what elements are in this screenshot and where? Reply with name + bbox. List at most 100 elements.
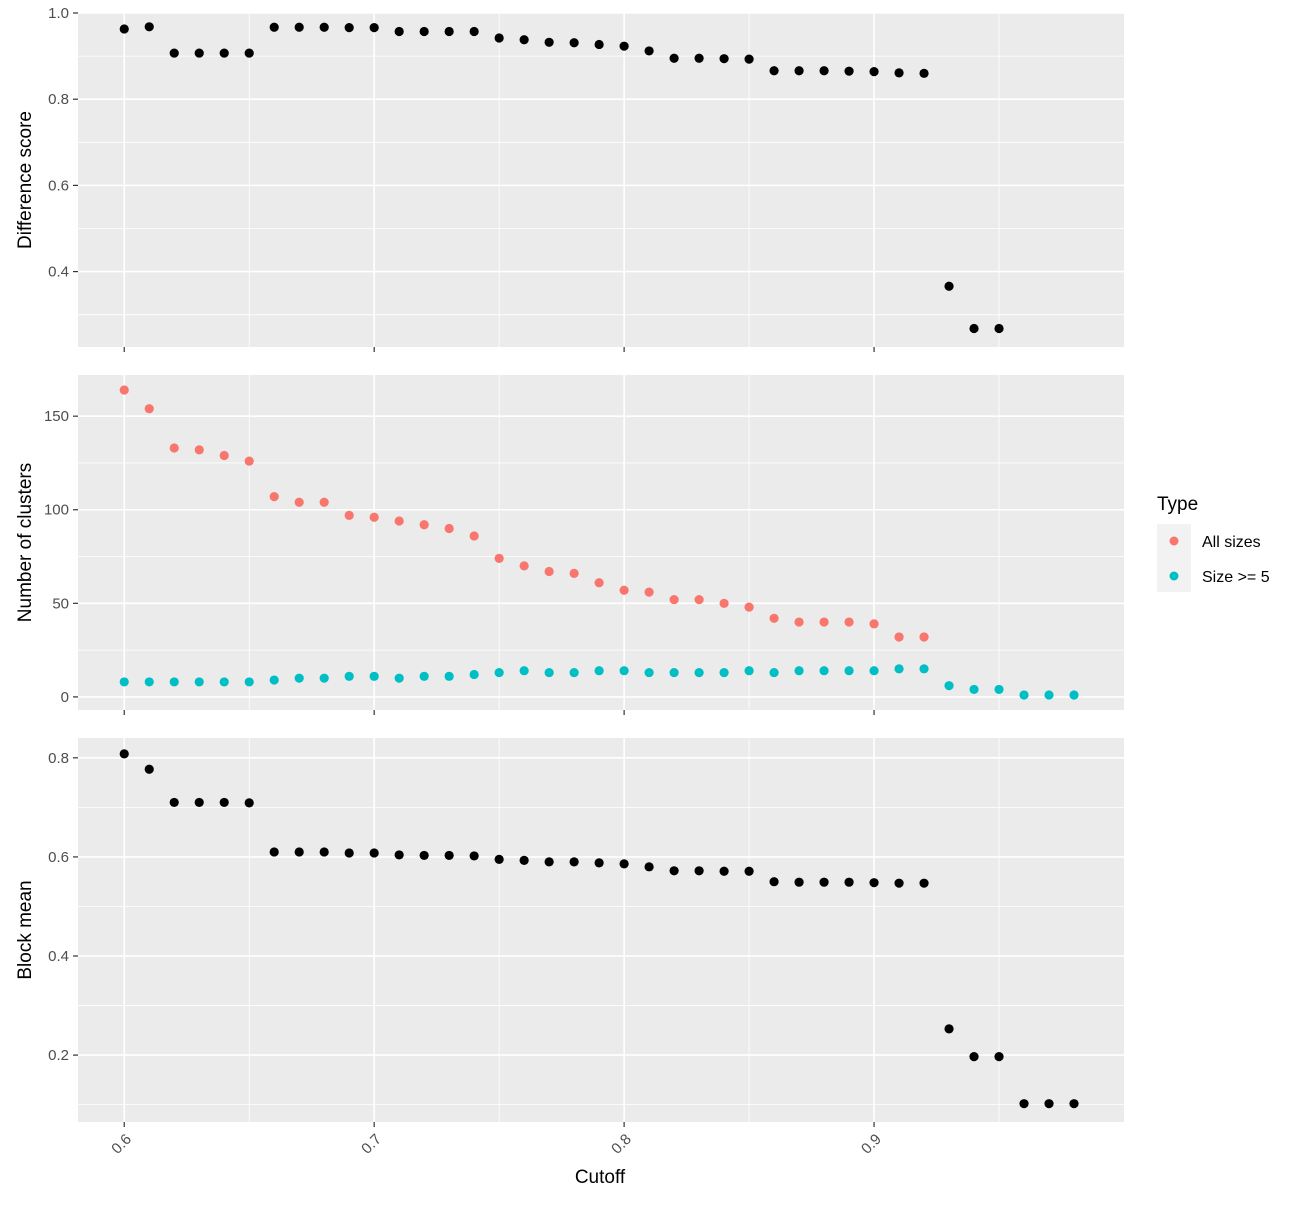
data-point xyxy=(244,798,254,808)
data-point xyxy=(894,878,904,888)
data-point xyxy=(819,66,829,76)
data-point xyxy=(744,54,754,64)
data-point xyxy=(594,578,604,588)
data-point xyxy=(569,38,579,48)
y-tick-label: 0.4 xyxy=(48,264,69,281)
data-point xyxy=(444,671,454,681)
data-point xyxy=(219,677,229,687)
data-point xyxy=(194,48,204,58)
data-point xyxy=(394,516,404,526)
data-point xyxy=(344,23,354,33)
data-point xyxy=(319,22,329,32)
data-point xyxy=(994,684,1004,695)
data-point xyxy=(619,859,629,869)
data-point xyxy=(269,675,279,685)
data-point xyxy=(1069,1099,1079,1109)
data-point xyxy=(169,443,179,453)
data-point xyxy=(244,677,254,687)
data-point xyxy=(244,48,254,58)
data-point xyxy=(969,323,979,334)
data-point xyxy=(219,797,229,808)
data-point xyxy=(769,66,779,76)
x-tick-label: 0.8 xyxy=(608,1131,635,1158)
data-point xyxy=(844,617,854,627)
data-point xyxy=(719,54,729,64)
data-point xyxy=(494,553,504,564)
data-point xyxy=(869,67,879,77)
data-point xyxy=(369,848,379,858)
y-tick-label: 1.0 xyxy=(48,5,69,22)
legend: Type All sizes Size >= 5 xyxy=(1157,494,1270,592)
data-point xyxy=(994,1051,1004,1062)
data-point xyxy=(294,22,304,32)
data-point xyxy=(144,22,154,32)
data-point xyxy=(894,632,904,642)
data-point xyxy=(1019,1099,1029,1109)
data-point xyxy=(544,857,554,867)
y-tick-label: 0.2 xyxy=(48,1047,69,1064)
x-tick-label: 0.7 xyxy=(358,1131,385,1158)
data-point xyxy=(169,677,179,687)
data-point xyxy=(644,862,654,872)
data-point xyxy=(519,666,529,676)
data-point xyxy=(669,594,679,605)
data-point xyxy=(219,450,229,461)
data-point xyxy=(419,850,429,861)
data-point xyxy=(919,878,929,888)
data-point xyxy=(869,619,879,629)
data-point xyxy=(294,847,304,857)
data-point xyxy=(344,671,354,681)
y-tick-label: 0.6 xyxy=(48,849,69,866)
panel-background xyxy=(78,375,1124,710)
data-point xyxy=(919,632,929,642)
data-point xyxy=(819,877,829,887)
data-point xyxy=(694,594,704,605)
data-point xyxy=(469,851,479,861)
data-point xyxy=(344,848,354,858)
data-point xyxy=(944,1024,954,1034)
data-point xyxy=(744,666,754,676)
data-point xyxy=(1044,690,1054,700)
data-point xyxy=(519,855,529,865)
y-tick-label: 100 xyxy=(44,502,69,519)
data-point xyxy=(594,666,604,676)
data-point xyxy=(869,878,879,888)
data-point xyxy=(844,877,854,887)
data-point xyxy=(444,26,454,37)
panels-layer: 0.4 0.6 0.8 1.0 Difference score 0 50 100 150 Num… xyxy=(15,5,1124,1158)
data-point xyxy=(394,850,404,860)
panel-block-mean: 0.2 0.4 0.6 0.8 Block mean 0.6 0.7 0.8 0.9 xyxy=(15,738,1124,1158)
data-point xyxy=(119,749,129,759)
x-tick-label: 0.9 xyxy=(858,1131,885,1158)
data-point xyxy=(469,531,479,541)
data-point xyxy=(719,598,729,608)
data-point xyxy=(394,673,404,683)
data-point xyxy=(544,37,554,47)
data-point xyxy=(319,847,329,857)
data-point xyxy=(419,671,429,681)
data-point xyxy=(969,1051,979,1062)
legend-label-size-ge-5: Size >= 5 xyxy=(1202,569,1270,586)
y-tick-label: 0 xyxy=(61,689,69,706)
data-point xyxy=(444,523,454,534)
data-point xyxy=(744,866,754,876)
x-axis-title: Cutoff xyxy=(575,1167,626,1188)
data-point xyxy=(794,666,804,676)
data-point xyxy=(544,667,554,678)
data-point xyxy=(369,671,379,681)
legend-dot-all-sizes xyxy=(1169,536,1179,546)
data-point xyxy=(819,617,829,627)
data-point xyxy=(669,53,679,63)
data-point xyxy=(969,684,979,695)
data-point xyxy=(194,797,204,808)
data-point xyxy=(219,48,229,58)
data-point xyxy=(944,681,954,691)
data-point xyxy=(544,566,554,577)
data-point xyxy=(744,602,754,612)
data-point xyxy=(769,667,779,678)
data-point xyxy=(794,877,804,887)
data-point xyxy=(469,669,479,680)
data-point xyxy=(294,497,304,507)
